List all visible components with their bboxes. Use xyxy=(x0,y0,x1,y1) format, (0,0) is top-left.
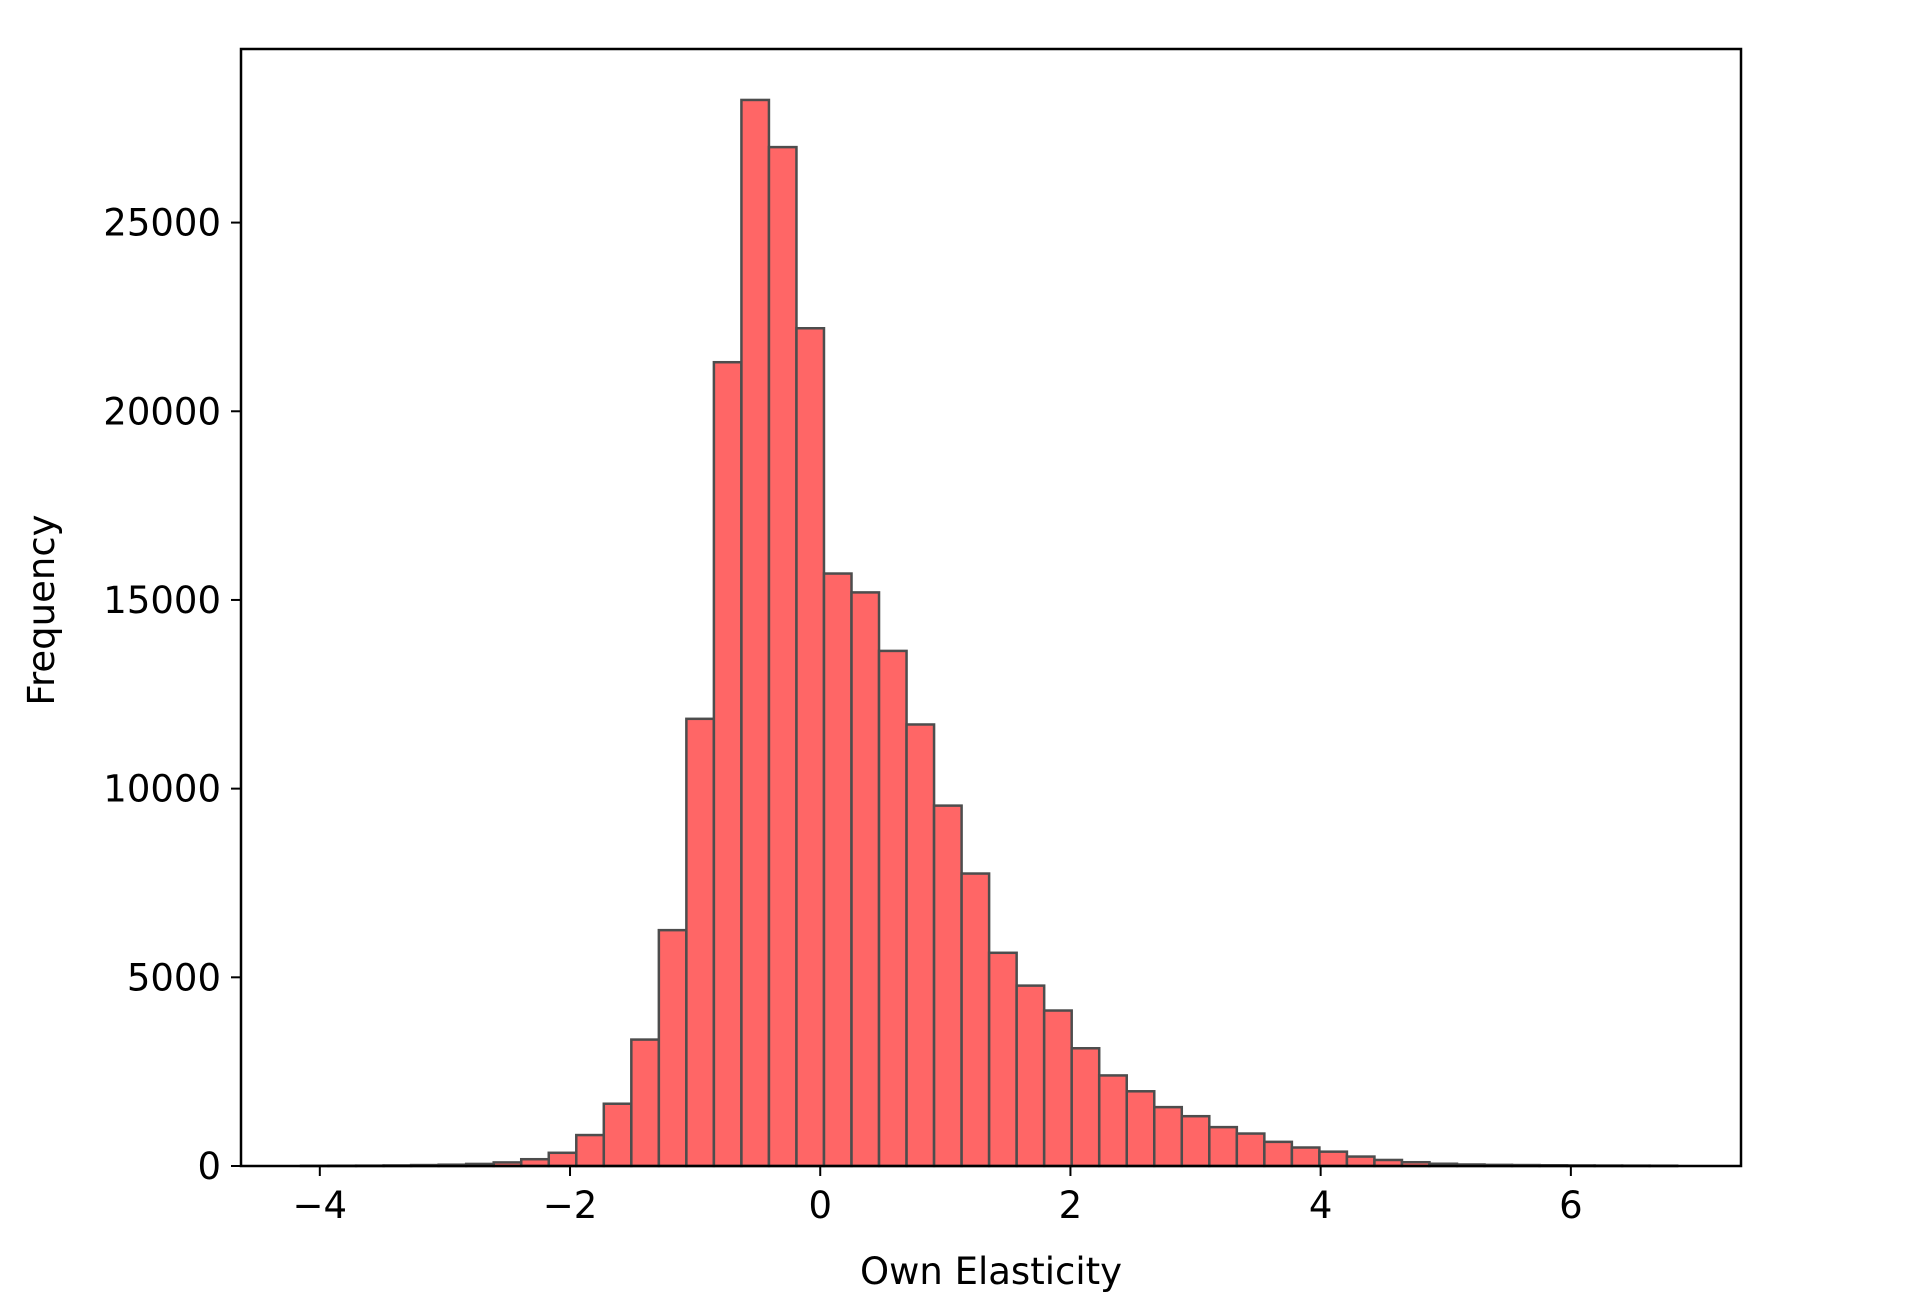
histogram-bar xyxy=(740,98,771,1168)
histogram-bar xyxy=(657,928,688,1168)
y-axis-label: Frequency xyxy=(20,514,63,705)
plot-frame xyxy=(239,47,1743,1168)
histogram-bar xyxy=(987,951,1018,1168)
x-tick-label: −4 xyxy=(293,1184,348,1227)
histogram-bar xyxy=(575,1133,606,1168)
histogram-bar xyxy=(1125,1090,1156,1168)
histogram-bar xyxy=(1235,1132,1266,1168)
bars xyxy=(299,98,1679,1168)
x-tick-label: 6 xyxy=(1559,1184,1583,1227)
x-tick-label: 0 xyxy=(808,1184,832,1227)
histogram-bar xyxy=(547,1151,578,1168)
y-tick-label: 25000 xyxy=(103,202,221,245)
histogram-bar xyxy=(767,145,798,1168)
histogram-bar xyxy=(1070,1047,1101,1168)
histogram-bar xyxy=(602,1102,633,1168)
y-tick-label: 10000 xyxy=(103,768,221,811)
y-tick-label: 0 xyxy=(197,1145,221,1188)
y-tick-label: 20000 xyxy=(103,390,221,433)
histogram-bar xyxy=(960,872,991,1168)
histogram-bar xyxy=(1153,1105,1184,1168)
x-tick-label: 4 xyxy=(1309,1184,1333,1227)
histogram-bar xyxy=(685,717,716,1168)
histogram-bar xyxy=(1318,1150,1349,1168)
x-ticks: −4 −2 0 2 4 6 xyxy=(293,1166,1583,1227)
histogram-bar xyxy=(1042,1009,1073,1168)
histogram-bar xyxy=(1290,1146,1321,1168)
x-tick-label: −2 xyxy=(543,1184,598,1227)
histogram-bar xyxy=(1015,984,1046,1168)
histogram-bar xyxy=(630,1038,661,1168)
histogram-bar xyxy=(822,572,853,1168)
histogram-bar xyxy=(1180,1114,1211,1168)
histogram-bar xyxy=(1345,1155,1376,1168)
histogram-bar xyxy=(850,591,881,1168)
histogram-bar xyxy=(712,360,743,1168)
y-ticks: 0 5000 10000 15000 20000 25000 xyxy=(103,202,241,1188)
x-axis-label: Own Elasticity xyxy=(860,1250,1122,1293)
histogram-bar xyxy=(877,649,908,1168)
histogram-bar xyxy=(1097,1074,1128,1168)
histogram-bar xyxy=(932,804,963,1168)
y-tick-label: 15000 xyxy=(103,579,221,622)
x-tick-label: 2 xyxy=(1059,1184,1083,1227)
y-tick-label: 5000 xyxy=(127,956,221,999)
histogram-bar xyxy=(1263,1140,1294,1168)
histogram-bar xyxy=(795,327,826,1168)
histogram-bar xyxy=(905,723,936,1168)
histogram-bar xyxy=(1208,1125,1239,1168)
